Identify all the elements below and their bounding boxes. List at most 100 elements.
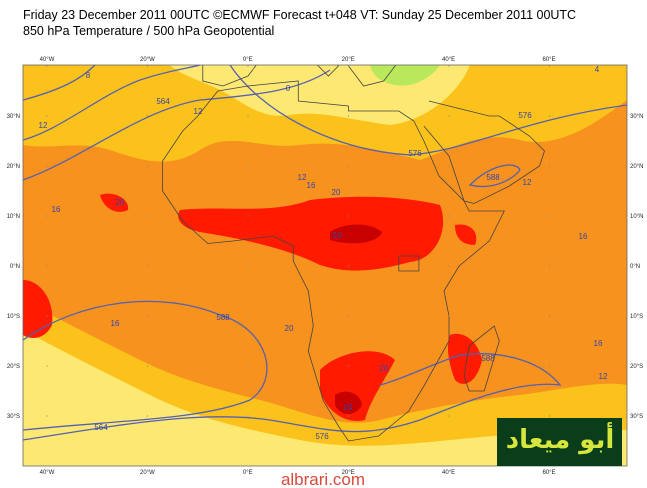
contour-label: 16: [111, 319, 120, 328]
contour-label: 20: [380, 364, 389, 373]
lon-label-top: 20°W: [140, 57, 155, 63]
coastline: [398, 255, 420, 272]
contour-label: 12: [523, 178, 532, 187]
grid-dot: [247, 115, 249, 117]
field-very-hot: [330, 224, 382, 244]
grid-dot: [46, 315, 48, 317]
lon-label-top: 40°E: [442, 57, 455, 63]
grid-dot: [548, 215, 551, 217]
lon-label-bottom: 20°W: [140, 470, 155, 476]
lon-label-bottom: 20°E: [342, 470, 355, 476]
coastline: [162, 80, 505, 442]
lat-label-right: 0°N: [630, 264, 640, 270]
grid-dot: [247, 415, 249, 417]
lon-label-top: 20°E: [342, 57, 355, 63]
grid-dot: [347, 265, 350, 267]
lat-label-right: 20°S: [630, 364, 643, 370]
field-hot-madagascar: [447, 333, 482, 384]
grid-dot: [347, 365, 350, 367]
contour: [23, 65, 96, 101]
lat-label-right: 30°S: [630, 414, 643, 420]
contour-label: 12: [599, 372, 608, 381]
field-green: [370, 65, 440, 86]
grid-dot: [247, 215, 249, 217]
grid-dot: [548, 365, 551, 367]
grid-dot: [247, 165, 249, 167]
lat-label-left: 10°N: [7, 214, 20, 220]
coastlines: [162, 65, 545, 442]
grid-dot: [46, 365, 48, 367]
watermark-site: albrari.com: [281, 470, 365, 488]
contour-label: 24: [344, 403, 353, 412]
grid-dot: [347, 65, 350, 67]
field-hot-atlantic: [100, 193, 129, 212]
contour-label: 588: [216, 313, 230, 322]
contour-label: 20: [332, 188, 341, 197]
grid-dot: [347, 315, 350, 317]
contour-label: 12: [298, 173, 307, 182]
contour-label: 564: [156, 97, 170, 106]
grid-dot: [46, 215, 48, 217]
grid-dot: [46, 265, 48, 267]
grid-dot: [548, 315, 551, 317]
contour: [23, 69, 331, 181]
grid-dot: [448, 165, 450, 167]
contour-label: 16: [307, 181, 316, 190]
lat-label-right: 10°S: [630, 314, 643, 320]
contour-label: 20: [285, 324, 294, 333]
coastline: [316, 65, 339, 77]
contour-label: 576: [518, 111, 532, 120]
lon-label-bottom: 40°W: [40, 470, 55, 476]
watermark-box: [497, 418, 622, 466]
map: 2024242016122020161612161216125885765645…: [23, 65, 627, 466]
grid-dot: [247, 315, 249, 317]
grid-dot: [46, 115, 48, 117]
grid-dot: [146, 365, 149, 367]
lon-label-top: 40°W: [40, 57, 55, 63]
grid-dot: [548, 115, 551, 117]
grid-dots: [46, 65, 551, 417]
contour: [23, 353, 562, 441]
contour-label: 12: [39, 121, 48, 130]
lat-label-left: 20°S: [7, 364, 20, 370]
grid-dot: [247, 365, 249, 367]
contour-label: 0: [286, 84, 291, 93]
contour-label: 564: [94, 423, 108, 432]
lat-label-left: 0°N: [10, 264, 20, 270]
grid-dot: [46, 65, 48, 67]
grid-dot: [347, 415, 350, 417]
lat-label-left: 30°N: [7, 114, 20, 120]
contour-label: 16: [579, 232, 588, 241]
grid-dot: [146, 65, 149, 67]
lon-label-top: 60°E: [542, 57, 555, 63]
field-very-hot-south: [335, 391, 362, 415]
grid-dot: [448, 65, 450, 67]
lat-label-right: 20°N: [630, 164, 643, 170]
contour-label: 12: [194, 107, 203, 116]
grid-dot: [347, 215, 350, 217]
grid-dot: [448, 365, 450, 367]
field-hot-sahel: [178, 196, 444, 271]
grid-dot: [548, 265, 551, 267]
watermark-arabic: أبو ميعاد: [506, 422, 615, 455]
grid-dot: [146, 215, 149, 217]
title-line1: Friday 23 December 2011 00UTC ©ECMWF For…: [23, 8, 576, 22]
contour: [23, 300, 268, 431]
grid-dot: [146, 165, 149, 167]
contour-label: 588: [486, 173, 500, 182]
contour-label: 588: [481, 354, 495, 363]
contour-label: 4: [595, 65, 600, 74]
grid-dot: [146, 415, 149, 417]
coastline: [348, 65, 397, 87]
contour-label: 20: [116, 198, 125, 207]
grid-dot: [146, 315, 149, 317]
map-frame: [22, 64, 628, 467]
contour: [468, 164, 521, 188]
field-hot-west: [23, 280, 53, 338]
contour-label: 576: [315, 432, 329, 441]
coastline: [423, 100, 545, 204]
grid-dot: [347, 165, 350, 167]
grid-dot: [247, 65, 249, 67]
contour-label: 16: [52, 205, 61, 214]
